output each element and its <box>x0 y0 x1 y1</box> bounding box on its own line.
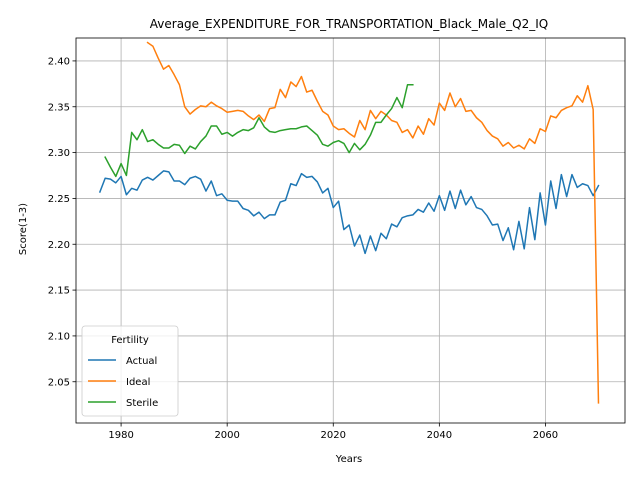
legend: Fertility Actual Ideal Sterile <box>81 325 179 417</box>
x-axis: 1980 2000 2020 2040 2060 <box>108 423 558 441</box>
y-tick-label: 2.40 <box>48 56 70 67</box>
plot-area-frame <box>75 37 626 424</box>
series-line-sterile <box>104 84 414 178</box>
y-tick-label: 2.15 <box>48 286 70 297</box>
legend-box <box>81 325 179 417</box>
legend-label-actual: Actual <box>126 356 157 367</box>
y-tick-label: 2.20 <box>48 240 70 251</box>
x-tick-label: 2040 <box>427 430 452 441</box>
y-tick-label: 2.25 <box>48 194 70 205</box>
y-axis: 2.05 2.10 2.15 2.20 2.25 2.30 2.35 2.40 <box>48 56 76 388</box>
y-tick-label: 2.35 <box>48 102 70 113</box>
legend-label-ideal: Ideal <box>126 377 150 388</box>
y-tick-label: 2.10 <box>48 331 70 342</box>
series-layer <box>98 41 600 404</box>
legend-title: Fertility <box>111 335 149 346</box>
legend-label-sterile: Sterile <box>126 398 158 409</box>
x-tick-label: 1980 <box>108 430 133 441</box>
series-line-ideal <box>146 41 600 404</box>
x-tick-label: 2000 <box>214 430 239 441</box>
x-tick-label: 2060 <box>533 430 558 441</box>
y-axis-label: Score(1-3) <box>18 203 29 255</box>
x-axis-label: Years <box>335 454 362 465</box>
series-line-actual <box>98 170 600 255</box>
y-tick-label: 2.05 <box>48 377 70 388</box>
x-tick-label: 2020 <box>321 430 346 441</box>
y-tick-label: 2.30 <box>48 148 70 159</box>
chart-title: Average_EXPENDITURE_FOR_TRANSPORTATION_B… <box>150 17 548 31</box>
